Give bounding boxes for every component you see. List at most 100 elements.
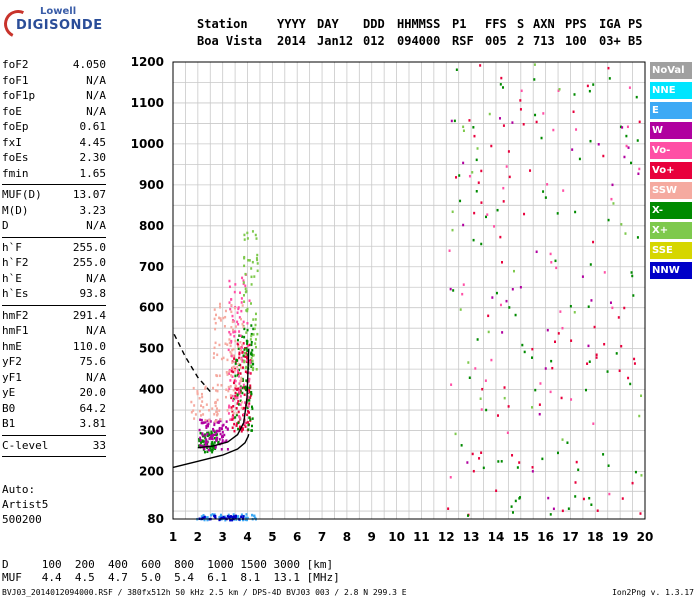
echo-point <box>572 110 575 114</box>
echo-point <box>240 406 243 410</box>
echo-point <box>228 368 231 372</box>
param-name: hmF1 <box>2 324 29 337</box>
echo-point <box>550 359 553 363</box>
param-row: yF1 N/A <box>2 371 106 387</box>
param-name: foF1 <box>2 73 29 87</box>
echo-point <box>238 316 241 319</box>
echo-point <box>636 236 639 239</box>
echo-point <box>490 358 493 362</box>
echo-point <box>237 322 240 326</box>
echo-point <box>229 518 232 522</box>
echo-point <box>242 413 245 416</box>
echo-point <box>202 516 205 520</box>
echo-point <box>190 411 193 414</box>
echo-point <box>607 464 610 467</box>
echo-point <box>590 299 593 302</box>
echo-point <box>248 386 251 390</box>
param-separator <box>2 434 106 436</box>
muf-distance-table: D 100 200 400 600 800 1000 1500 3000 [km… <box>2 558 340 584</box>
echo-point <box>210 432 213 435</box>
echo-point <box>475 158 478 162</box>
x-tick-label: 8 <box>343 530 351 544</box>
echo-point <box>244 355 247 358</box>
param-row: foEs 2.30 <box>2 151 106 167</box>
echo-point <box>535 120 538 124</box>
echo-point <box>241 377 244 381</box>
param-name: foF1p <box>2 89 36 102</box>
echo-point <box>549 252 552 256</box>
param-value: 93.8 <box>79 287 107 300</box>
echo-point <box>506 431 509 435</box>
echo-point <box>206 440 209 444</box>
echo-point <box>243 238 246 241</box>
echo-point <box>592 422 595 425</box>
echo-point <box>241 379 244 382</box>
echo-point <box>234 387 237 390</box>
echo-point <box>230 418 233 421</box>
echo-point <box>213 317 216 321</box>
echo-point <box>216 383 219 387</box>
legend-item: W <box>650 122 692 139</box>
echo-point <box>219 319 222 322</box>
param-value: N/A <box>86 370 106 384</box>
echo-point <box>203 450 206 454</box>
echo-point <box>630 161 633 165</box>
echo-point <box>554 340 557 344</box>
echo-point <box>248 299 251 302</box>
param-row: h`Es 93.8 <box>2 287 106 303</box>
param-name: h`F <box>2 240 22 254</box>
echo-point <box>215 429 218 433</box>
param-name: D <box>2 219 9 232</box>
echo-point <box>239 366 242 369</box>
echo-point <box>247 259 250 262</box>
echo-point <box>249 364 252 367</box>
echo-point <box>472 469 475 473</box>
echo-point <box>229 394 232 397</box>
echo-point <box>226 358 229 362</box>
echo-point <box>237 347 240 350</box>
x-tick-label: 5 <box>268 530 276 544</box>
echo-point <box>204 418 207 422</box>
header-row1-cell: IGA <box>599 17 621 31</box>
echo-point <box>200 515 203 518</box>
echo-point <box>519 285 522 289</box>
echo-point <box>635 95 638 99</box>
echo-point <box>237 427 240 431</box>
echo-point <box>237 421 240 425</box>
echo-point <box>198 439 201 443</box>
header-row1-cell: DDD <box>363 17 385 31</box>
y-tick-label: 400 <box>139 383 164 397</box>
echo-point <box>240 301 243 304</box>
echo-point <box>638 120 641 124</box>
echo-point <box>250 343 253 347</box>
echo-point <box>625 134 628 138</box>
echo-point <box>224 342 227 345</box>
echo-point <box>244 370 247 373</box>
header-row2-cell: 713 <box>533 34 555 48</box>
curve-trace <box>197 348 250 449</box>
echo-point <box>204 434 207 438</box>
auto-artist: Artist5 <box>2 498 49 511</box>
echo-point <box>213 513 216 516</box>
echo-point <box>500 261 503 264</box>
echo-point <box>255 368 258 371</box>
echo-point <box>570 339 573 342</box>
echo-point <box>229 333 232 336</box>
echo-point <box>216 429 219 433</box>
echo-point <box>203 447 206 451</box>
echo-point <box>216 398 219 402</box>
echo-point <box>230 406 233 409</box>
echo-point <box>233 515 236 518</box>
echo-point <box>581 275 584 278</box>
echo-point <box>502 186 505 190</box>
echo-point <box>546 328 549 332</box>
echo-point <box>239 389 242 392</box>
echo-point <box>202 514 205 517</box>
echo-point <box>578 157 581 161</box>
echo-point <box>214 327 217 331</box>
echo-point <box>544 367 547 370</box>
echo-point <box>253 275 256 278</box>
echo-point <box>214 400 217 404</box>
echo-point <box>227 372 230 375</box>
chart-grid <box>172 61 646 519</box>
